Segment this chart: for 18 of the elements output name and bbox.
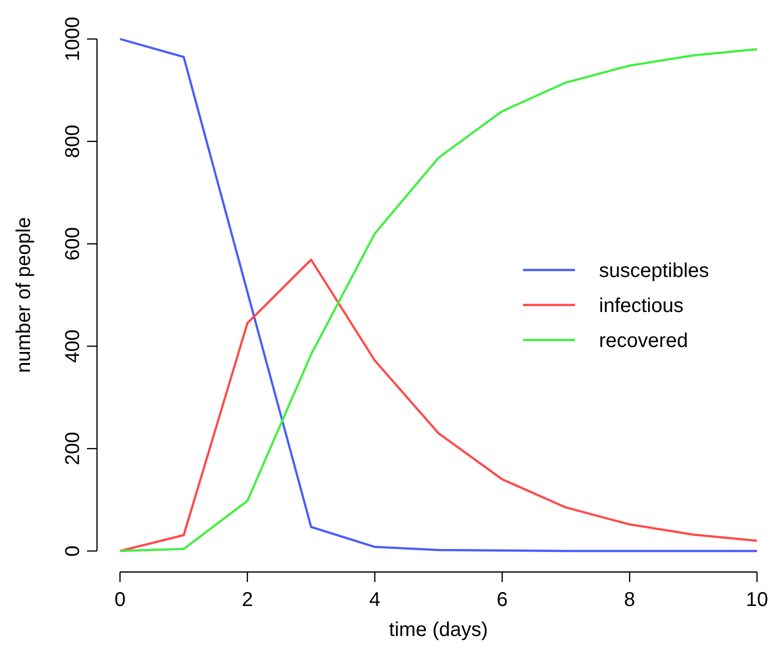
legend-label: infectious: [599, 295, 684, 317]
y-tick-label: 200: [62, 432, 84, 466]
y-tick-label: 800: [62, 124, 84, 158]
y-tick-label: 0: [62, 545, 84, 557]
x-axis-title: time (days): [389, 619, 488, 641]
legend-label: recovered: [599, 330, 688, 352]
y-tick-label: 1000: [62, 16, 84, 62]
x-tick-label: 2: [242, 589, 253, 611]
x-tick-label: 10: [746, 589, 768, 611]
x-tick-label: 4: [369, 589, 380, 611]
y-tick-label: 400: [62, 330, 84, 363]
y-axis-title: number of people: [13, 217, 35, 373]
x-tick-label: 8: [624, 589, 636, 611]
line-series: [118, 258, 758, 552]
y-tick-label: 600: [62, 227, 84, 260]
x-tick-label: 0: [114, 589, 126, 611]
x-tick-label: 6: [496, 589, 508, 611]
legend-label: susceptibles: [599, 260, 710, 282]
